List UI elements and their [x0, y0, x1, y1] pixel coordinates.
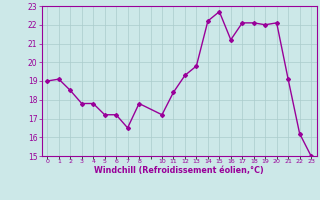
X-axis label: Windchill (Refroidissement éolien,°C): Windchill (Refroidissement éolien,°C) — [94, 166, 264, 175]
